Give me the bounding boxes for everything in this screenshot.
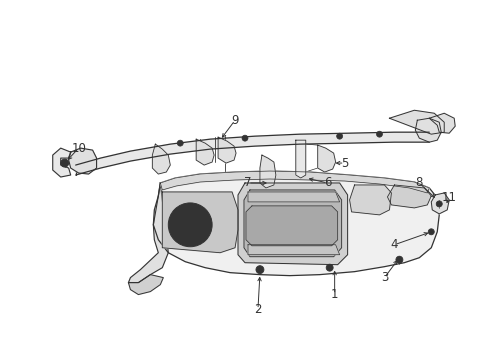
Text: 7: 7 [244, 176, 251, 189]
Circle shape [325, 264, 332, 271]
Circle shape [242, 135, 247, 141]
Text: 2: 2 [254, 303, 261, 316]
Circle shape [168, 203, 212, 247]
Text: 10: 10 [71, 141, 86, 155]
Text: 3: 3 [380, 271, 387, 284]
Text: 6: 6 [323, 176, 331, 189]
Text: 1: 1 [330, 288, 338, 301]
Circle shape [336, 133, 342, 139]
Circle shape [395, 256, 402, 263]
Polygon shape [349, 185, 390, 215]
Polygon shape [260, 155, 275, 188]
Polygon shape [247, 245, 339, 255]
Circle shape [427, 229, 433, 235]
Polygon shape [428, 113, 454, 133]
Polygon shape [244, 190, 341, 257]
Circle shape [174, 209, 206, 241]
Polygon shape [414, 118, 440, 142]
Polygon shape [68, 148, 96, 174]
Circle shape [255, 266, 264, 274]
Polygon shape [162, 192, 238, 253]
Text: 11: 11 [441, 192, 456, 204]
Polygon shape [247, 192, 339, 202]
Polygon shape [153, 171, 438, 276]
Text: 4: 4 [390, 238, 397, 251]
Polygon shape [238, 183, 347, 265]
Circle shape [435, 201, 441, 207]
Polygon shape [128, 275, 163, 294]
Polygon shape [388, 110, 443, 134]
Circle shape [61, 159, 68, 167]
Polygon shape [76, 132, 428, 175]
Polygon shape [386, 185, 430, 208]
Polygon shape [160, 171, 428, 193]
Polygon shape [218, 137, 236, 163]
Polygon shape [128, 183, 168, 283]
Polygon shape [430, 193, 448, 214]
Polygon shape [295, 140, 305, 178]
Circle shape [177, 140, 183, 146]
Polygon shape [196, 139, 214, 165]
Polygon shape [152, 144, 170, 174]
Circle shape [376, 131, 382, 137]
Polygon shape [53, 148, 71, 177]
Text: 5: 5 [340, 157, 347, 170]
Polygon shape [317, 145, 335, 172]
Polygon shape [245, 206, 337, 246]
Text: 9: 9 [231, 114, 238, 127]
Text: 8: 8 [415, 176, 422, 189]
